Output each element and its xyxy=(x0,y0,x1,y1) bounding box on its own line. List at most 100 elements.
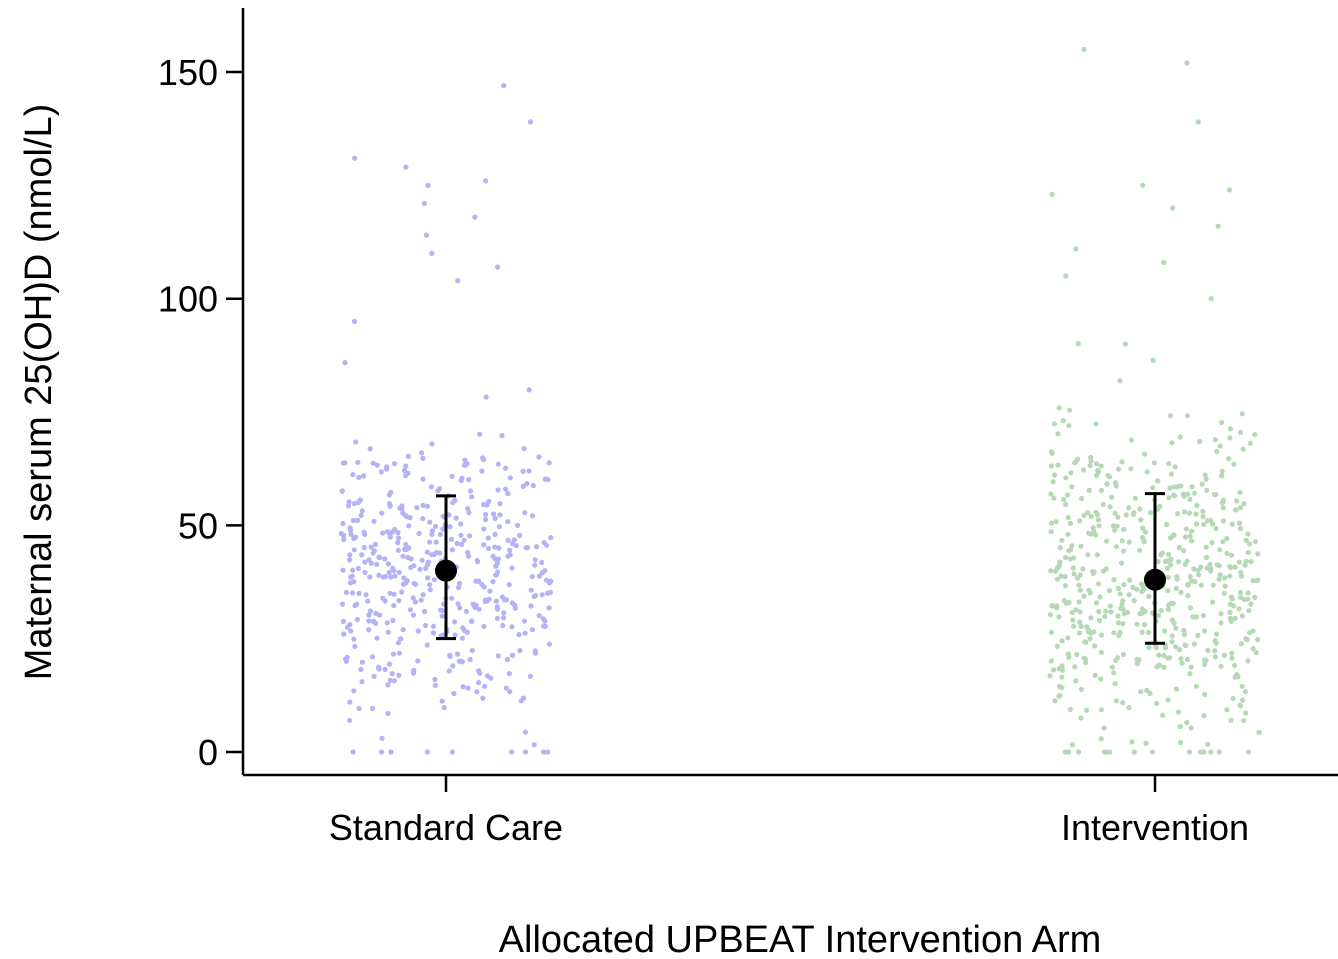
data-point xyxy=(385,682,391,688)
data-point xyxy=(492,531,498,538)
data-point xyxy=(1051,667,1057,673)
data-point xyxy=(1111,577,1117,583)
data-point xyxy=(522,510,528,516)
data-point xyxy=(446,668,452,674)
data-point xyxy=(1239,411,1245,417)
data-point xyxy=(1100,501,1106,508)
data-point xyxy=(1103,608,1109,614)
data-point xyxy=(1181,548,1187,554)
data-point xyxy=(1229,521,1235,527)
data-point xyxy=(1098,649,1105,655)
data-point xyxy=(1077,572,1083,578)
data-point xyxy=(384,529,390,535)
data-point xyxy=(490,553,496,559)
data-point xyxy=(1077,587,1083,593)
data-point xyxy=(400,627,406,633)
data-point xyxy=(1212,437,1218,443)
data-point xyxy=(353,439,359,445)
data-point xyxy=(513,543,519,549)
data-point xyxy=(1201,749,1207,755)
data-point xyxy=(414,505,420,511)
data-point xyxy=(423,622,429,629)
data-point xyxy=(1120,700,1126,706)
data-point xyxy=(466,533,473,539)
data-point xyxy=(492,516,498,522)
data-point xyxy=(454,540,460,547)
data-point xyxy=(542,623,549,630)
mean-marker xyxy=(1144,568,1166,591)
data-point xyxy=(420,455,426,461)
data-point xyxy=(1250,578,1256,584)
data-point xyxy=(1117,591,1123,597)
data-point xyxy=(396,569,402,576)
data-point xyxy=(1122,341,1128,347)
data-point xyxy=(403,164,409,170)
data-point xyxy=(1069,484,1075,490)
data-point xyxy=(413,581,419,587)
data-point xyxy=(1237,429,1244,435)
data-point xyxy=(406,523,412,529)
data-point xyxy=(1124,609,1131,616)
data-point xyxy=(1187,496,1193,503)
data-point xyxy=(1065,515,1071,521)
data-point xyxy=(1168,471,1174,477)
data-point xyxy=(1048,491,1054,497)
data-point xyxy=(340,520,346,527)
data-point xyxy=(1184,719,1190,726)
data-point xyxy=(1241,501,1247,507)
data-point xyxy=(1165,588,1171,594)
data-point xyxy=(1219,468,1225,474)
data-point xyxy=(421,608,428,615)
data-point xyxy=(509,565,515,571)
data-point xyxy=(1103,749,1109,755)
data-point xyxy=(427,539,433,545)
data-point xyxy=(1078,715,1084,721)
data-point xyxy=(424,503,430,509)
data-point xyxy=(1254,637,1261,643)
data-point xyxy=(465,685,471,691)
data-point xyxy=(350,517,356,524)
data-point xyxy=(1247,541,1253,547)
data-point xyxy=(1205,647,1211,654)
data-point xyxy=(451,619,458,625)
data-point xyxy=(1217,572,1223,578)
data-point xyxy=(518,698,524,704)
data-point xyxy=(1116,466,1122,472)
data-point xyxy=(369,654,375,660)
data-point xyxy=(1118,605,1124,611)
data-point xyxy=(490,579,496,585)
data-point xyxy=(1187,574,1193,580)
data-point xyxy=(1231,603,1237,609)
data-point xyxy=(1245,658,1251,664)
data-point xyxy=(1072,664,1078,670)
data-point xyxy=(1236,520,1243,526)
data-point xyxy=(546,641,553,647)
data-point xyxy=(367,446,373,452)
data-point xyxy=(427,582,433,588)
data-point xyxy=(370,618,377,625)
data-point xyxy=(1052,698,1058,704)
data-point xyxy=(516,632,522,638)
data-point xyxy=(375,664,382,670)
data-point xyxy=(1050,479,1056,485)
x-axis-title: Allocated UPBEAT Intervention Arm xyxy=(499,919,1102,959)
data-point xyxy=(505,491,511,497)
data-point xyxy=(391,461,398,467)
data-point xyxy=(1076,630,1083,636)
data-point xyxy=(404,514,410,520)
data-point xyxy=(1224,535,1230,542)
data-point xyxy=(351,318,358,324)
data-point xyxy=(1227,573,1233,579)
data-point xyxy=(396,535,402,541)
data-point xyxy=(378,469,384,475)
data-point xyxy=(1048,463,1055,469)
data-point xyxy=(404,546,410,553)
data-point xyxy=(1250,628,1256,634)
data-point xyxy=(452,632,458,638)
data-point xyxy=(453,515,459,521)
data-point xyxy=(1134,586,1140,592)
data-point xyxy=(1076,582,1082,588)
data-point xyxy=(449,473,455,479)
data-point xyxy=(1107,749,1113,755)
data-point xyxy=(387,534,393,540)
